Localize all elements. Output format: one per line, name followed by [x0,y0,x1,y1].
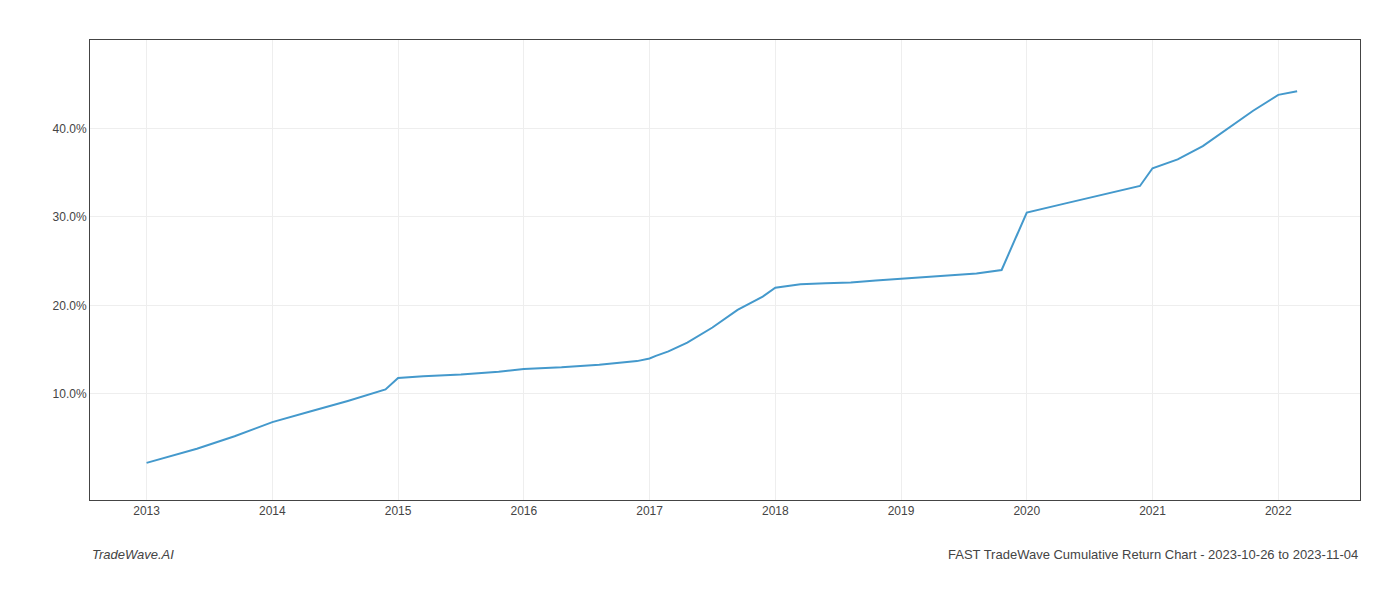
svg-text:2022: 2022 [1265,504,1292,518]
svg-text:FAST TradeWave Cumulative Retu: FAST TradeWave Cumulative Return Chart -… [948,547,1358,562]
svg-text:30.0%: 30.0% [53,210,87,224]
svg-text:20.0%: 20.0% [53,299,87,313]
svg-text:40.0%: 40.0% [53,122,87,136]
svg-text:2014: 2014 [259,504,286,518]
svg-text:2019: 2019 [888,504,915,518]
svg-text:2016: 2016 [510,504,537,518]
svg-text:2015: 2015 [385,504,412,518]
svg-text:2013: 2013 [133,504,160,518]
svg-text:2020: 2020 [1013,504,1040,518]
svg-text:TradeWave.AI: TradeWave.AI [92,547,174,562]
svg-text:2021: 2021 [1139,504,1166,518]
svg-text:2017: 2017 [636,504,663,518]
svg-text:2018: 2018 [762,504,789,518]
svg-text:10.0%: 10.0% [53,387,87,401]
